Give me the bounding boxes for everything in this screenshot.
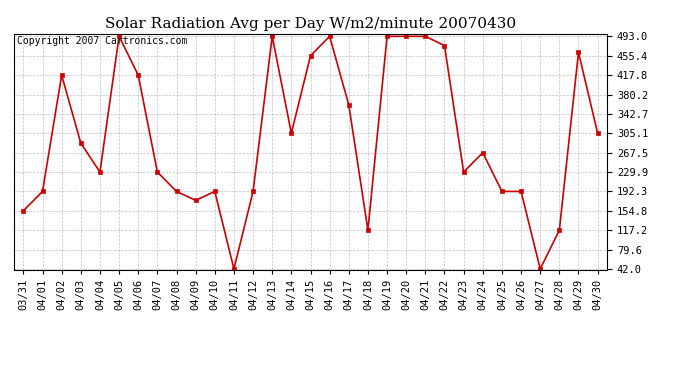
Title: Solar Radiation Avg per Day W/m2/minute 20070430: Solar Radiation Avg per Day W/m2/minute … xyxy=(105,17,516,31)
Text: Copyright 2007 Cartronics.com: Copyright 2007 Cartronics.com xyxy=(17,36,187,46)
